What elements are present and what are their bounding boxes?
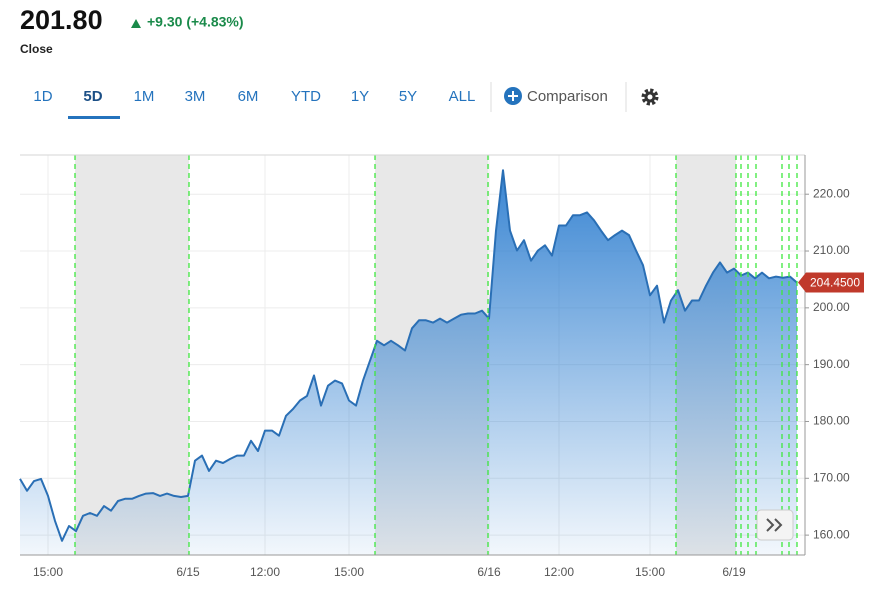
y-tick-label: 220.00 — [813, 186, 850, 200]
x-tick-label: 6/16 — [477, 565, 501, 579]
x-tick-label: 15:00 — [635, 565, 665, 579]
y-tick-label: 200.00 — [813, 300, 850, 314]
x-tick-label: 12:00 — [250, 565, 280, 579]
shade — [75, 155, 189, 555]
x-tick-label: 15:00 — [33, 565, 63, 579]
y-tick-label: 180.00 — [813, 414, 850, 428]
tab[interactable]: 6M — [238, 88, 259, 105]
labels: 160.00 170.00 180.00 190.00 200.00 210.00 220.… — [33, 186, 864, 579]
scroll-box[interactable] — [756, 509, 794, 541]
tab[interactable]: 1D — [33, 88, 52, 105]
plus — [508, 91, 518, 101]
tab[interactable]: 1Y — [351, 88, 369, 105]
tab[interactable]: ALL — [449, 88, 476, 105]
comparison-button[interactable]: Comparison — [527, 88, 608, 105]
tab[interactable]: YTD — [291, 88, 321, 105]
tab[interactable]: 5D — [83, 88, 102, 105]
x-tick-label: 12:00 — [544, 565, 574, 579]
x-tick-label: 15:00 — [334, 565, 364, 579]
y-tick-label: 210.00 — [813, 243, 850, 257]
range-tabs: 1D 5D 1M 3M 6M YTD 1Y 5Y ALL — [33, 88, 475, 119]
price-change: +9.30 (+4.83%) — [147, 14, 244, 30]
x-tick-label: 6/19 — [722, 565, 746, 579]
tab[interactable]: 5Y — [399, 88, 417, 105]
area — [20, 170, 797, 556]
last-value-label: 204.4500 — [810, 276, 860, 290]
y-tick-label: 170.00 — [813, 470, 850, 484]
scroll-button[interactable] — [756, 509, 794, 541]
y-tick-label: 190.00 — [813, 357, 850, 371]
plot — [19, 169, 798, 556]
market-status: Close — [20, 42, 53, 56]
y-tick-label: 160.00 — [813, 527, 850, 541]
session-markers — [74, 155, 798, 555]
scroll-icon — [766, 518, 783, 532]
tab[interactable]: 1M — [134, 88, 155, 105]
x-tick-label: 6/15 — [176, 565, 200, 579]
last-value-tag — [798, 272, 864, 293]
settings-icon[interactable] — [641, 88, 659, 106]
tab[interactable]: 3M — [185, 88, 206, 105]
up-arrow — [131, 19, 141, 28]
tab-underline — [68, 116, 120, 119]
price: 201.80 — [20, 5, 103, 35]
price-line — [19, 169, 798, 542]
